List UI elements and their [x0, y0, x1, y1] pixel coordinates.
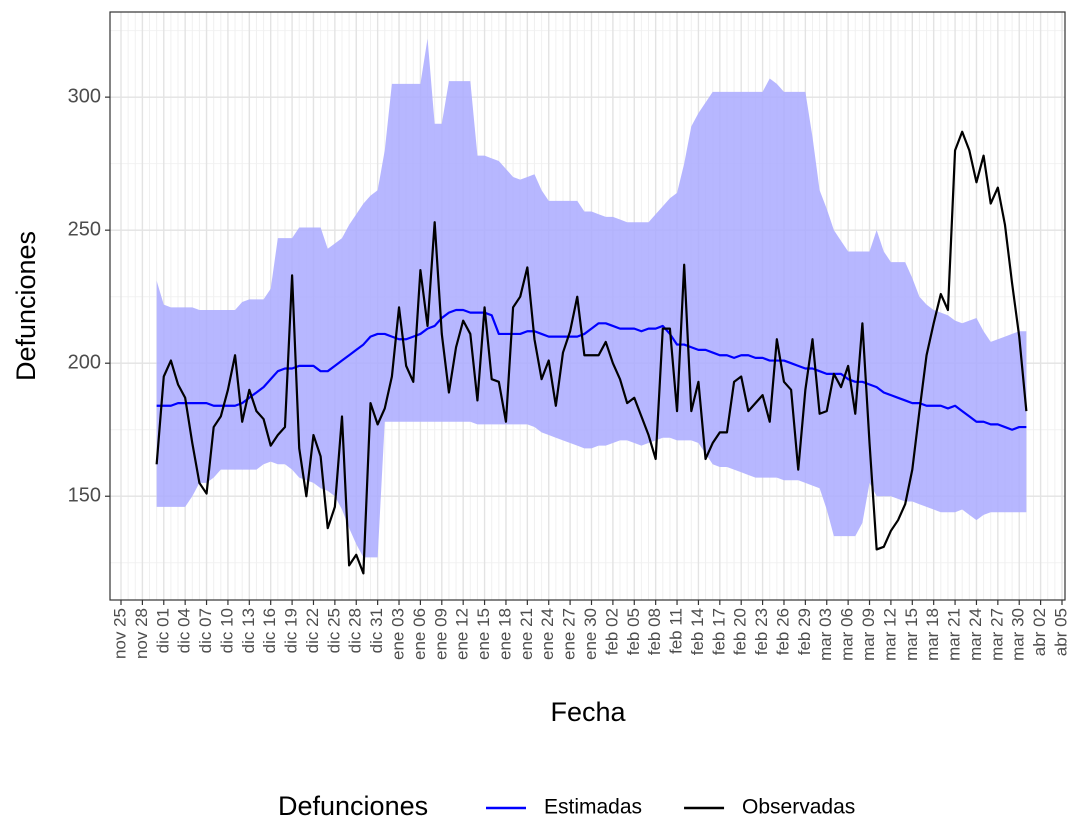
x-tick-label: ene 12: [453, 608, 472, 660]
y-axis-title: Defunciones: [11, 231, 41, 381]
x-tick-label: feb 17: [709, 608, 728, 655]
x-tick-label: dic 19: [282, 608, 301, 653]
plot-border: [109, 11, 1066, 601]
confidence-band: [156, 38, 1027, 558]
x-tick-label: ene 30: [581, 608, 600, 660]
x-axis-title: Fecha: [550, 697, 626, 727]
x-tick-label: feb 14: [688, 608, 707, 655]
x-tick-label: mar 15: [902, 608, 921, 661]
x-tick-label: dic 28: [346, 608, 365, 653]
x-tick-label: ene 27: [560, 608, 579, 660]
x-tick-label: nov 25: [110, 608, 129, 659]
series-line: [155, 130, 1028, 575]
y-tick-label: 150: [68, 485, 101, 507]
x-tick-label: dic 16: [260, 608, 279, 653]
x-tick-label: mar 09: [859, 608, 878, 661]
x-tick-label: mar 12: [880, 608, 899, 661]
series-line: [156, 308, 1027, 431]
x-tick-label: ene 06: [410, 608, 429, 660]
x-tick-label: ene 15: [474, 608, 493, 660]
x-tick-label: dic 07: [196, 608, 215, 653]
y-tick-label: 250: [68, 218, 101, 240]
y-tick-label: 200: [68, 351, 101, 373]
x-tick-label: dic 13: [239, 608, 258, 653]
x-tick-label: mar 27: [987, 608, 1006, 661]
x-tick-label: mar 03: [816, 608, 835, 661]
legend-title: Defunciones: [278, 791, 428, 821]
x-tick-label: ene 21: [517, 608, 536, 660]
x-tick-label: abr 02: [1030, 608, 1049, 656]
y-tick-label: 300: [68, 85, 101, 107]
x-tick-label: dic 25: [324, 608, 343, 653]
x-tick-label: mar 21: [945, 608, 964, 661]
x-tick-label: dic 10: [217, 608, 236, 653]
marks: [155, 38, 1028, 575]
x-tick-label: mar 06: [838, 608, 857, 661]
x-tick-label: ene 24: [538, 608, 557, 660]
x-tick-label: dic 22: [303, 608, 322, 653]
x-tick-label: feb 26: [773, 608, 792, 655]
x-tick-label: nov 28: [132, 608, 151, 659]
x-tick-label: ene 18: [495, 608, 514, 660]
x-tick-label: feb 02: [602, 608, 621, 655]
x-tick-label: feb 11: [667, 608, 686, 654]
x-tick-label: ene 09: [431, 608, 450, 660]
x-tick-label: feb 20: [731, 608, 750, 655]
x-tick-label: dic 01: [153, 608, 172, 653]
x-tick-label: abr 05: [1051, 608, 1070, 656]
legend: Defunciones Estimadas Observadas: [278, 791, 855, 821]
x-tick-label: feb 29: [795, 608, 814, 655]
x-tick-label: dic 31: [367, 608, 386, 653]
legend-label: Estimadas: [544, 796, 642, 819]
x-tick-label: feb 08: [645, 608, 664, 655]
x-tick-label: dic 04: [175, 608, 194, 653]
x-tick-label: mar 30: [1009, 608, 1028, 661]
x-tick-label: ene 03: [389, 608, 408, 660]
x-tick-label: feb 23: [752, 608, 771, 655]
legend-label: Observadas: [742, 796, 855, 819]
x-tick-label: feb 05: [624, 608, 643, 655]
x-tick-label: mar 18: [923, 608, 942, 661]
x-tick-label: mar 24: [966, 608, 985, 661]
